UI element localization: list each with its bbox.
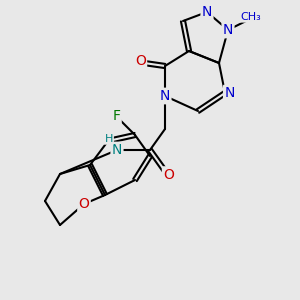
Text: N: N <box>160 89 170 103</box>
Text: H: H <box>104 134 113 144</box>
Text: O: O <box>79 197 89 211</box>
Text: N: N <box>223 23 233 37</box>
Text: O: O <box>163 168 174 182</box>
Text: N: N <box>112 143 122 157</box>
Text: N: N <box>202 5 212 19</box>
Text: F: F <box>112 110 120 123</box>
Text: O: O <box>135 54 146 68</box>
Text: CH₃: CH₃ <box>240 11 261 22</box>
Text: N: N <box>224 86 235 100</box>
